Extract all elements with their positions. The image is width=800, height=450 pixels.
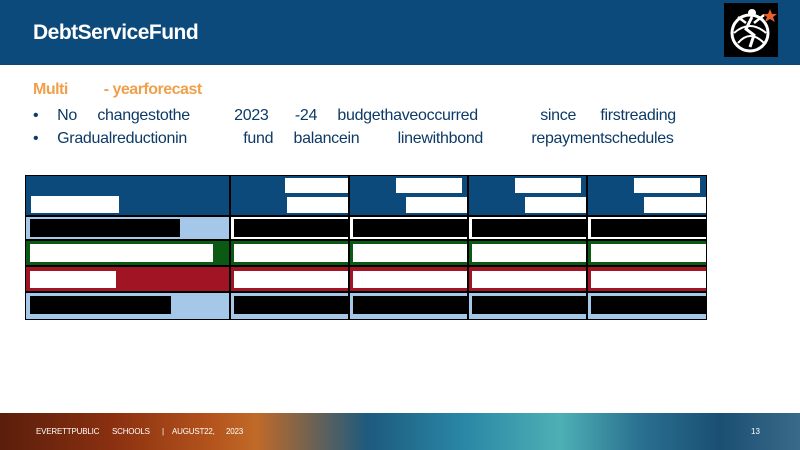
redacted-text — [396, 178, 462, 193]
table-header-cell — [231, 176, 348, 215]
redacted-text — [406, 197, 467, 213]
bullet-word: fund — [243, 130, 274, 147]
table-row-label — [26, 267, 229, 291]
redacted-text — [234, 219, 348, 237]
table-cell — [469, 217, 586, 239]
table-cell — [588, 217, 706, 239]
redacted-text — [30, 244, 213, 262]
redacted-text — [353, 244, 467, 262]
redacted-text — [31, 196, 119, 213]
table-header-cell — [588, 176, 706, 215]
redacted-text — [472, 219, 586, 237]
subtitle-part-1: Multi — [33, 81, 68, 98]
redacted-text — [591, 296, 706, 314]
redacted-text — [287, 197, 348, 213]
bullet-word: Gradualreductionin — [57, 130, 187, 147]
footer-date-part-2: 2023 — [226, 427, 243, 436]
table-cell — [231, 293, 348, 319]
redacted-text — [644, 197, 706, 213]
redacted-text — [472, 271, 586, 288]
header-bar: DebtServiceFund — [0, 0, 800, 65]
table-row-label — [26, 241, 229, 265]
footer-date-part-1: AUGUST22, — [172, 427, 215, 436]
bullet-word: -24 — [294, 107, 318, 124]
table-cell — [588, 267, 706, 291]
footer-separator: | — [162, 427, 164, 436]
forecast-table — [25, 175, 707, 320]
table-cell — [350, 217, 467, 239]
redacted-text — [234, 296, 348, 314]
bullet-word: 2023 — [234, 107, 269, 124]
bullet-item-2: • Gradualreductionin fund balancein line… — [33, 130, 674, 148]
bullet-word: linewithbond — [397, 130, 484, 147]
redacted-text — [30, 296, 171, 314]
table-cell — [231, 217, 348, 239]
bullet-dot: • — [33, 130, 39, 147]
redacted-text — [634, 178, 700, 193]
redacted-text — [30, 271, 116, 288]
redacted-text — [353, 271, 467, 288]
redacted-text — [591, 219, 706, 237]
bullet-word: changestothe — [97, 107, 190, 124]
redacted-text — [591, 244, 706, 262]
table-header-cell — [469, 176, 586, 215]
bullet-word: since — [540, 107, 577, 124]
bullet-word: repaymentschedules — [531, 130, 674, 147]
bullet-word: firstreading — [600, 107, 676, 124]
redacted-text — [525, 197, 586, 213]
table-cell — [350, 241, 467, 265]
footer-org-part-1: EVERETTPUBLIC — [36, 427, 100, 436]
bullet-item-1: • No changestothe 2023 -24 budgethaveocc… — [33, 107, 676, 125]
footer-org-part-2: SCHOOLS — [112, 427, 150, 436]
redacted-text — [353, 219, 467, 237]
bullet-word: No — [57, 107, 78, 124]
page-title: DebtServiceFund — [33, 21, 199, 44]
table-row-label — [26, 293, 229, 319]
bullet-word: balancein — [293, 130, 360, 147]
redacted-text — [591, 271, 706, 288]
table-cell — [588, 293, 706, 319]
table-cell — [350, 267, 467, 291]
bullet-dot: • — [33, 107, 39, 124]
table-cell — [469, 293, 586, 319]
redacted-text — [234, 244, 348, 262]
redacted-text — [234, 271, 348, 288]
table-cell — [469, 267, 586, 291]
footer-bar — [0, 413, 800, 450]
redacted-text — [515, 178, 581, 193]
table-header-cell — [350, 176, 467, 215]
table-cell — [231, 267, 348, 291]
redacted-text — [285, 178, 348, 193]
school-logo — [724, 3, 778, 57]
table-cell — [588, 241, 706, 265]
table-header-cell — [26, 176, 229, 215]
page-number: 13 — [751, 427, 760, 436]
redacted-text — [30, 219, 180, 237]
section-subtitle: Multi - yearforecast — [33, 81, 202, 99]
redacted-text — [353, 296, 467, 314]
subtitle-part-2: - yearforecast — [103, 81, 202, 98]
table-row-label — [26, 217, 229, 239]
table-cell — [469, 241, 586, 265]
bullet-word: budgethaveoccurred — [337, 107, 478, 124]
table-cell — [350, 293, 467, 319]
table-cell — [231, 241, 348, 265]
redacted-text — [472, 244, 586, 262]
redacted-text — [472, 296, 586, 314]
